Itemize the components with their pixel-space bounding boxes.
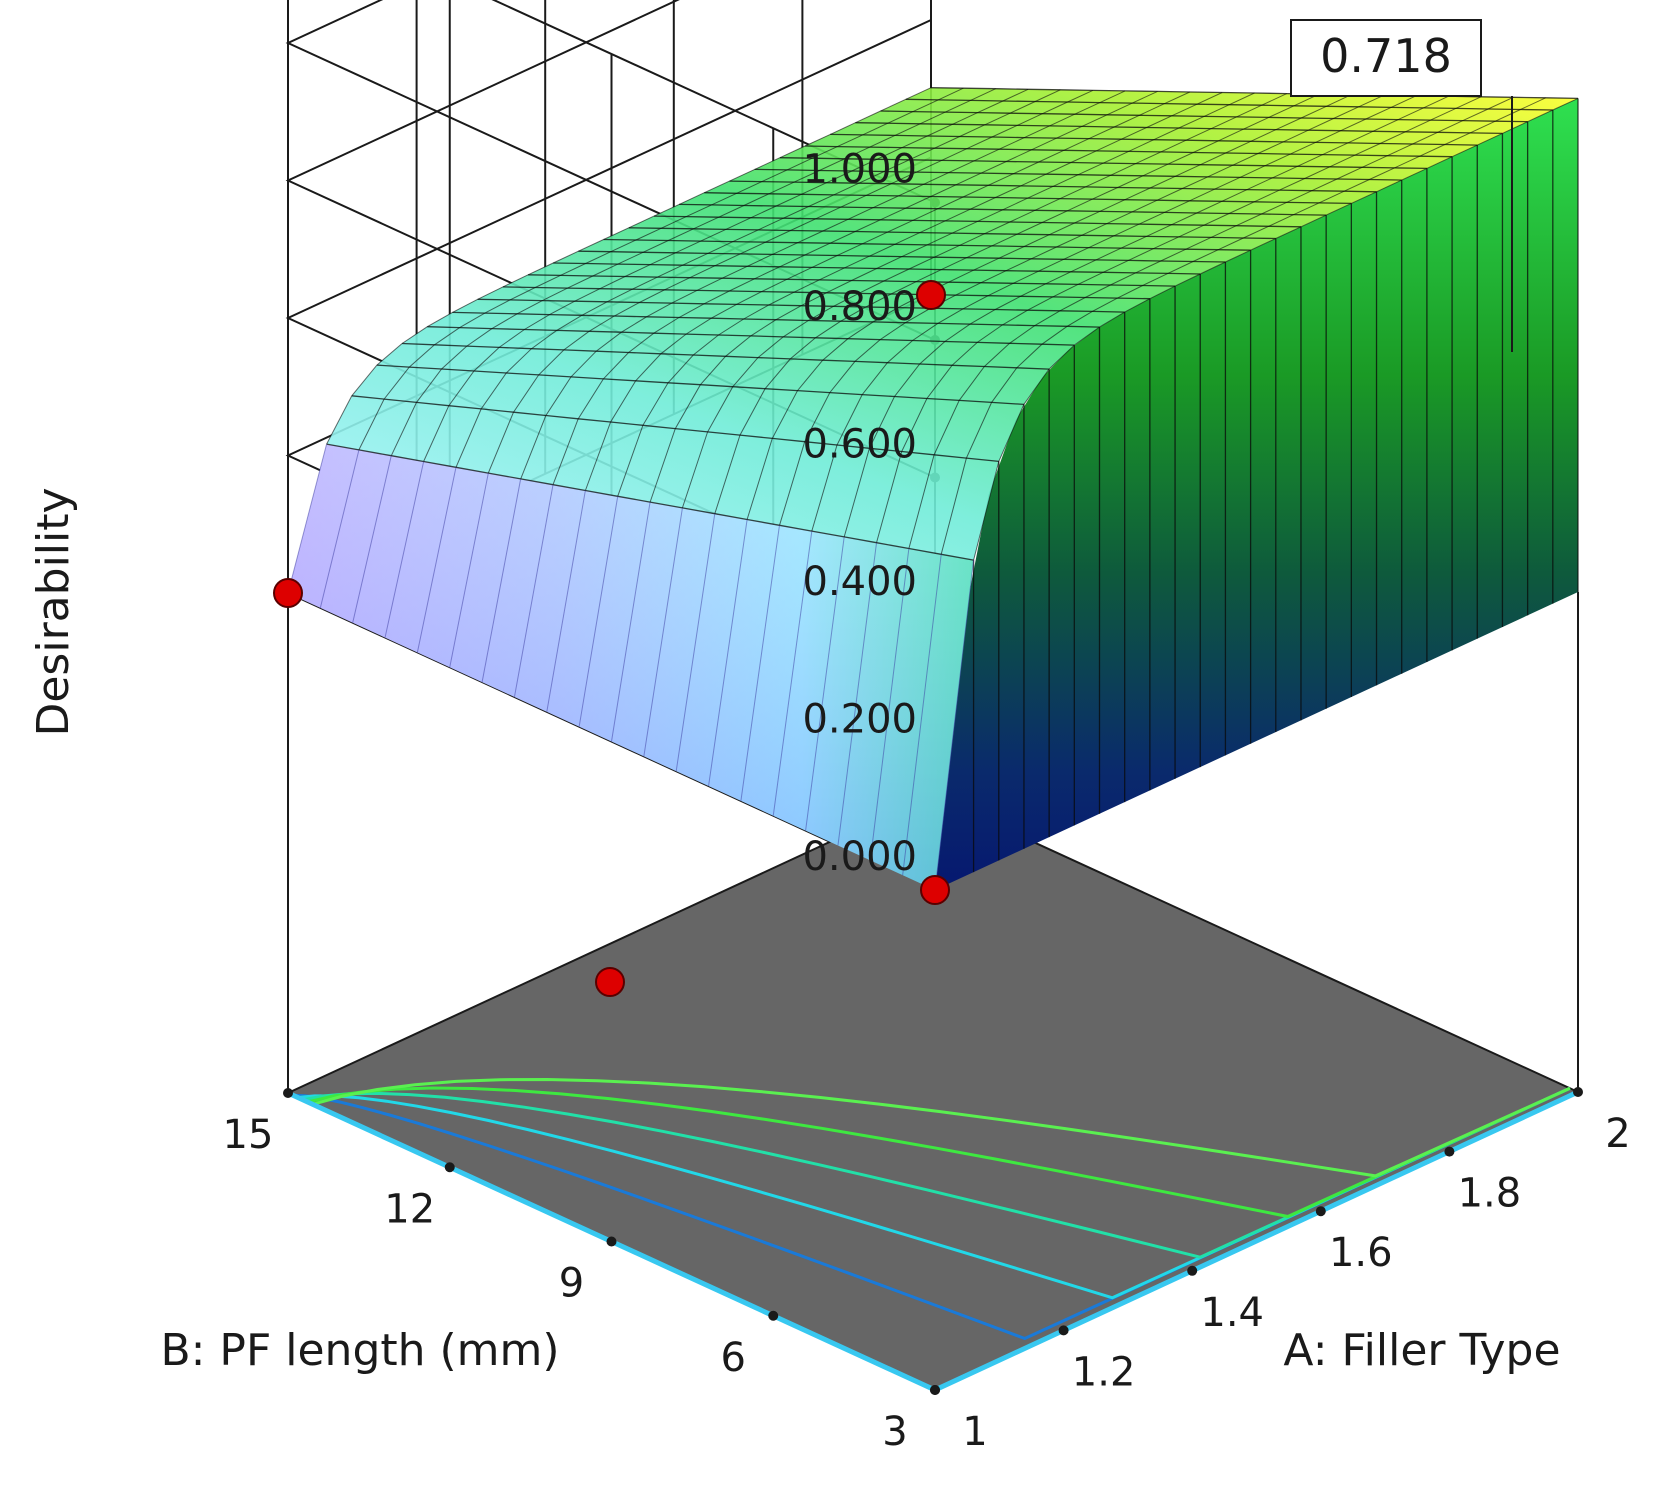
max-value-label: 0.718 xyxy=(1320,29,1452,83)
z-tick-label-3: 0.600 xyxy=(802,422,917,468)
mesh-left-13 xyxy=(513,484,554,698)
max-value-flag: 0.718 xyxy=(1290,19,1513,352)
mesh-b-15 xyxy=(487,89,1094,474)
mesh-left-15 xyxy=(449,472,489,668)
y-tick-label-3: 12 xyxy=(384,1186,435,1232)
tick-labels: 0.000 0.200 0.400 0.600 0.800 1.000 1 1.2 1.4 1.6… xyxy=(223,147,1631,1456)
mesh-left-10 xyxy=(611,501,651,742)
surface-front-face xyxy=(935,98,1578,890)
mesh-b-12 xyxy=(584,91,1191,491)
y-tick-label-2: 9 xyxy=(559,1261,584,1307)
mesh-left-20 xyxy=(287,443,328,594)
mesh-left-12 xyxy=(546,490,586,712)
mesh-b-19 xyxy=(358,87,964,451)
mesh-b-20 xyxy=(326,87,932,445)
mesh-b-17 xyxy=(423,88,1029,462)
mesh-b-1 xyxy=(940,97,1546,555)
mesh-b-6 xyxy=(779,94,1385,526)
y-tick-mark-2 xyxy=(606,1236,617,1247)
mesh-left-1 xyxy=(902,554,942,876)
surface-left-shade xyxy=(288,444,974,890)
z-tick-label-5: 1.000 xyxy=(802,147,917,193)
z-tick-label-4: 0.800 xyxy=(802,284,917,330)
design-point-0 xyxy=(920,875,950,905)
contour-floor xyxy=(285,793,1581,1393)
mesh-left-14 xyxy=(481,478,522,683)
mesh-left-2 xyxy=(869,548,910,861)
mesh-left-11 xyxy=(578,496,619,727)
mesh-b-8 xyxy=(714,93,1320,514)
mesh-b-3 xyxy=(876,96,1482,543)
x-tick-mark-2 xyxy=(1187,1265,1198,1276)
mesh-left-19 xyxy=(319,449,360,608)
mesh-left-4 xyxy=(805,536,845,831)
x-tick-mark-5 xyxy=(1573,1087,1583,1097)
z-tick-label-2: 0.400 xyxy=(802,559,917,605)
y-tick-mark-0 xyxy=(930,1385,940,1395)
contour-line-1 xyxy=(297,1086,1571,1300)
x-tick-mark-1 xyxy=(1058,1325,1069,1336)
x-tick-label-1: 1.2 xyxy=(1072,1349,1136,1395)
mesh-b-16 xyxy=(455,89,1061,468)
mesh-b-18 xyxy=(390,88,996,456)
mesh-b-5 xyxy=(811,95,1417,532)
mesh-left-8 xyxy=(675,513,716,772)
design-point-3 xyxy=(595,967,625,997)
z-axis-title: Desirability xyxy=(28,487,79,736)
x-tick-label-2: 1.4 xyxy=(1200,1290,1264,1336)
mesh-left-7 xyxy=(708,519,748,787)
x-tick-label-5: 2 xyxy=(1605,1111,1630,1157)
y-tick-mark-1 xyxy=(768,1310,779,1321)
y-tick-mark-3 xyxy=(444,1162,455,1173)
mesh-b-11 xyxy=(617,92,1223,497)
design-point-2 xyxy=(916,280,946,310)
x-axis-title: A: Filler Type xyxy=(1283,1325,1560,1376)
contour-line-3 xyxy=(307,1086,1571,1219)
y-tick-label-4: 15 xyxy=(223,1112,274,1158)
mesh-left-3 xyxy=(837,542,878,846)
mesh-b-2 xyxy=(908,96,1514,549)
mesh-b-9 xyxy=(681,93,1288,509)
z-tick-label-1: 0.200 xyxy=(802,697,917,743)
x-tick-label-3: 1.6 xyxy=(1329,1230,1393,1276)
x-tick-mark-3 xyxy=(1315,1206,1326,1217)
contour-line-4 xyxy=(312,1077,1571,1178)
design-points xyxy=(273,280,950,997)
mesh-b-14 xyxy=(520,90,1126,480)
y-tick-mark-4 xyxy=(283,1088,293,1098)
grid-line-z-5 xyxy=(491,0,936,204)
mesh-left-17 xyxy=(384,461,425,638)
design-point-1 xyxy=(273,578,303,608)
y-axis-title: B: PF length (mm) xyxy=(160,1325,559,1376)
contour-line-2 xyxy=(302,1086,1571,1259)
mesh-b-0 xyxy=(973,97,1579,561)
mesh-b-13 xyxy=(552,90,1158,485)
mesh-b-10 xyxy=(649,92,1255,503)
y-tick-label-0: 3 xyxy=(882,1409,907,1455)
mesh-left-6 xyxy=(740,525,780,801)
mesh-b-7 xyxy=(746,94,1352,520)
mesh-left-18 xyxy=(352,455,392,623)
mesh-left-5 xyxy=(772,531,813,816)
y-tick-label-1: 6 xyxy=(721,1335,746,1381)
x-tick-label-0: 1 xyxy=(962,1409,987,1455)
contour-line-0 xyxy=(292,1086,1571,1341)
mesh-left-9 xyxy=(643,507,683,757)
z-tick-label-0: 0.000 xyxy=(802,834,917,880)
x-tick-label-4: 1.8 xyxy=(1458,1171,1522,1217)
mesh-b-4 xyxy=(843,95,1449,538)
mesh-left-16 xyxy=(416,467,457,653)
x-tick-mark-4 xyxy=(1444,1146,1455,1157)
response-surface xyxy=(287,87,1579,891)
mesh-left-0 xyxy=(934,560,975,891)
